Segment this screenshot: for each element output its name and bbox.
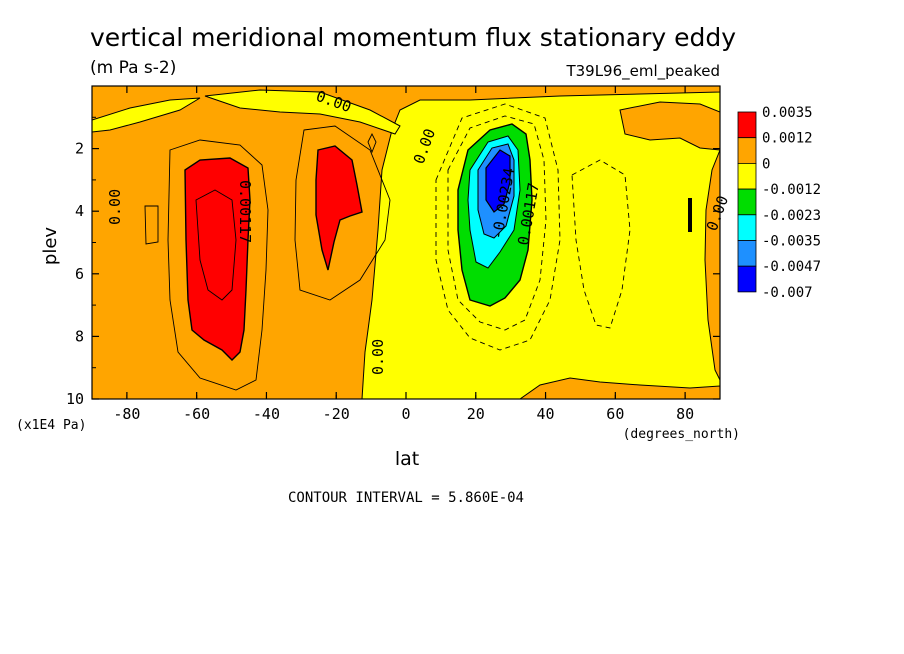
colorbar-label: -0.0012	[762, 182, 821, 198]
contour-line	[367, 132, 377, 154]
y-axis: 2 4 6 8 10	[66, 116, 720, 408]
colorbar-swatch	[737, 162, 757, 190]
negative-contour-line	[447, 115, 547, 331]
contour-line	[195, 189, 237, 301]
negative-contour-line	[571, 159, 631, 329]
x-tick-label: -20	[323, 405, 350, 423]
colorbar-swatch	[737, 265, 757, 293]
x-tick-label: 40	[537, 405, 555, 423]
contour-line	[144, 205, 159, 245]
colorbar: 0.0035 0.0012 0 -0.0012 -0.0023 -0.0035 -0.004…	[737, 105, 821, 301]
colorbar-label: -0.0047	[762, 259, 821, 275]
x-tick-label: -40	[253, 405, 280, 423]
negative-minimum-region	[485, 149, 511, 213]
x-axis-label: lat	[395, 448, 419, 470]
positive-region	[619, 101, 720, 151]
colorbar-swatch	[737, 137, 757, 164]
x-tick-label: 0	[401, 405, 410, 423]
near-zero-pocket	[204, 89, 401, 135]
x-tick-label: 60	[606, 405, 624, 423]
colorbar-swatch	[737, 111, 757, 139]
y-tick-label: 10	[66, 390, 84, 408]
colorbar-swatch	[737, 240, 757, 267]
positive-region	[519, 377, 720, 399]
x-tick-label: 20	[467, 405, 485, 423]
positive-maximum-region	[315, 145, 363, 271]
colorbar-label: 0.0035	[762, 105, 813, 121]
contour-label: 0.00	[369, 339, 387, 375]
colorbar-label: -0.007	[762, 285, 813, 301]
colorbar-swatch	[737, 214, 757, 241]
colorbar-label: 0	[762, 156, 770, 172]
contour-label: 0.00117	[236, 180, 254, 243]
x-tick-label: -80	[113, 405, 140, 423]
y-tick-label: 2	[75, 140, 84, 158]
positive-region	[704, 149, 720, 381]
x-axis: -80 -60 -40 -20 0 20 40 60 80	[113, 86, 694, 423]
colorbar-label: -0.0035	[762, 234, 821, 250]
contour-interval: CONTOUR INTERVAL = 5.860E-04	[288, 490, 524, 506]
colorbar-label: -0.0023	[762, 208, 821, 224]
contour-line	[294, 125, 391, 301]
y-tick-label: 4	[75, 202, 84, 220]
chart-title: vertical meridional momentum flux statio…	[90, 23, 736, 52]
negative-contour-line	[435, 103, 561, 351]
y-axis-units: (x1E4 Pa)	[16, 418, 86, 433]
contour-line	[688, 198, 692, 232]
y-tick-label: 8	[75, 327, 84, 345]
positive-maximum-region	[184, 157, 251, 361]
run-label: T39L96_eml_peaked	[565, 62, 720, 81]
y-tick-label: 6	[75, 265, 84, 283]
colorbar-swatch	[737, 188, 757, 216]
x-tick-label: 80	[676, 405, 694, 423]
contour-line	[167, 139, 269, 391]
units-label: (m Pa s-2)	[90, 58, 176, 78]
plot-area	[92, 86, 720, 399]
x-axis-units: (degrees_north)	[623, 427, 740, 442]
contour-label: 0.00	[106, 189, 124, 225]
colorbar-label: 0.0012	[762, 131, 813, 147]
near-zero-pocket	[92, 97, 201, 133]
y-axis-label: plev	[40, 227, 61, 266]
x-tick-label: -60	[183, 405, 210, 423]
